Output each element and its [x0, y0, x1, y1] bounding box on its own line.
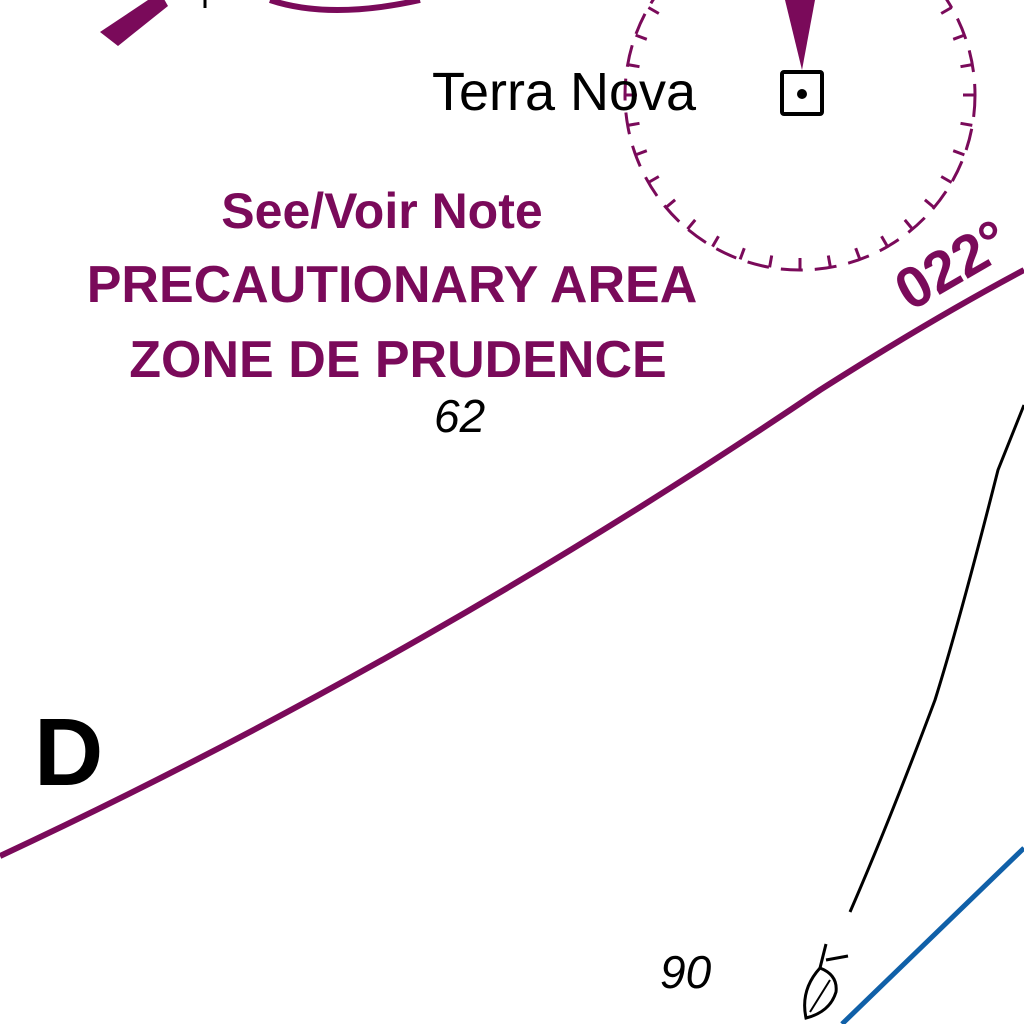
safety-circle-tick	[635, 33, 648, 41]
safety-circle-tick	[923, 198, 936, 209]
safety-circle-tick	[903, 218, 914, 231]
safety-circle-tick	[826, 255, 832, 268]
bearing-label: 022°	[884, 207, 1020, 323]
note-line-1: See/Voir Note	[221, 183, 542, 239]
safety-circle-tick	[711, 235, 720, 248]
safety-circle-tick	[635, 149, 648, 157]
place-label: Terra Nova	[432, 62, 697, 122]
safety-circle-tick	[627, 63, 640, 69]
north-pointer-icon	[785, 0, 815, 70]
safety-circle-tick	[952, 33, 965, 41]
traffic-lane-boundary	[0, 267, 1024, 859]
safety-circle-tick	[647, 175, 660, 184]
safety-circle-tick	[627, 121, 640, 127]
blue-boundary-line	[840, 846, 1024, 1024]
safety-zone-circle	[623, 0, 977, 272]
safety-circle-tick	[686, 218, 697, 231]
square-dot-platform-icon	[780, 70, 824, 116]
safety-circle-tick	[647, 6, 660, 15]
fish-haven-icon	[803, 943, 849, 1020]
area-letter: D	[34, 699, 103, 806]
safety-circle-tick	[940, 6, 953, 15]
note-line-3: ZONE DE PRUDENCE	[129, 331, 666, 389]
safety-circle-tick	[854, 247, 862, 260]
safety-circle-tick	[952, 149, 965, 157]
light-sector-wedge-icon	[100, 0, 168, 46]
safety-circle-tick	[738, 247, 746, 260]
precautionary-area-arc-top	[269, 0, 421, 13]
safety-circle-tick	[664, 198, 677, 209]
depth-contour-line	[848, 404, 1024, 913]
sounding-90: 90	[660, 946, 712, 998]
note-line-2: PRECAUTIONARY AREA	[87, 256, 698, 314]
safety-circle-tick	[960, 121, 973, 127]
sounding-62: 62	[434, 390, 485, 442]
safety-circle-tick	[960, 63, 973, 69]
safety-circle-tick	[940, 175, 953, 184]
safety-circle-tick	[768, 255, 774, 268]
safety-circle-tick	[880, 235, 889, 248]
